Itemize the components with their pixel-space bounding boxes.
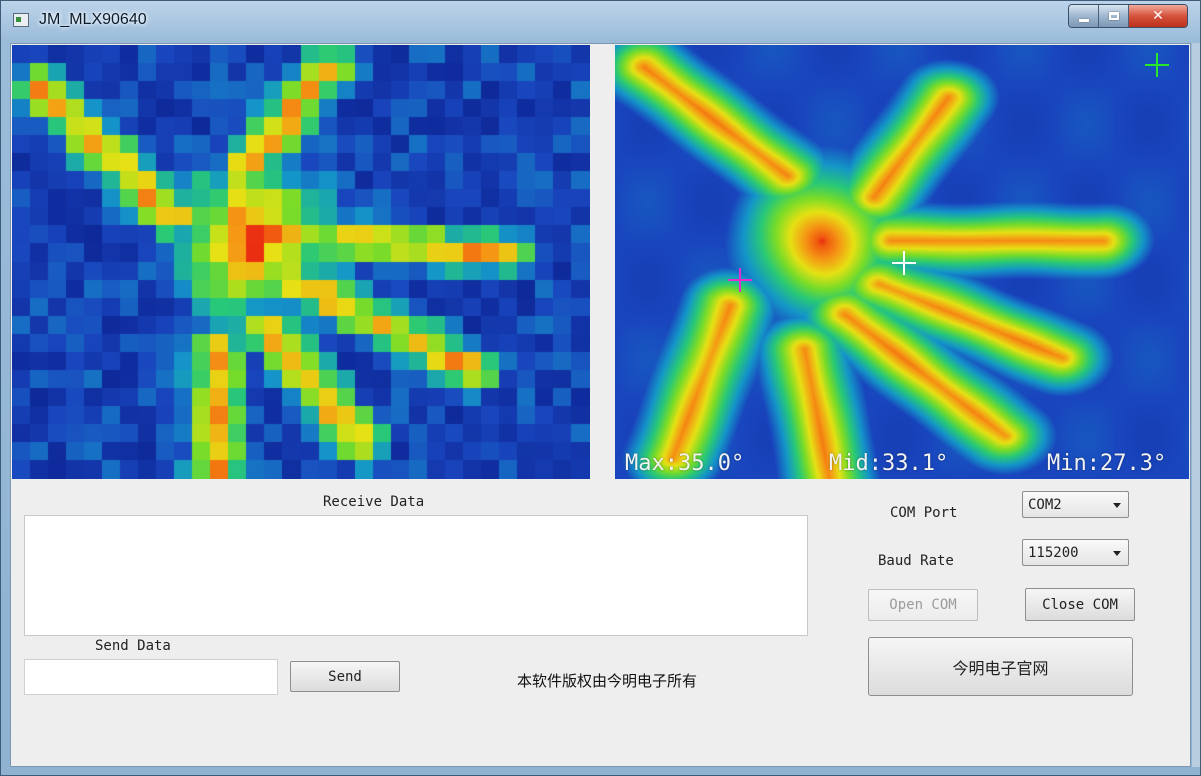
- send-button[interactable]: Send: [290, 661, 400, 692]
- close-com-button[interactable]: Close COM: [1025, 588, 1135, 621]
- mid-temp-label: Mid:33.1°: [829, 451, 949, 476]
- client-area: Max:35.0° Mid:33.1° Min:27.3° Receive Da…: [10, 43, 1191, 767]
- com-port-label: COM Port: [890, 505, 958, 521]
- dropdown-arrow-icon: [1113, 503, 1121, 508]
- copyright-text: 本软件版权由今明电子所有: [517, 672, 698, 690]
- title-bar[interactable]: JM_MLX90640 ✕: [1, 1, 1200, 41]
- baud-rate-label: Baud Rate: [878, 553, 954, 569]
- com-port-select[interactable]: COM2: [1022, 491, 1129, 518]
- baud-rate-value: 115200: [1028, 544, 1079, 561]
- receive-data-label: Receive Data: [323, 494, 425, 510]
- caption-buttons: ✕: [1068, 4, 1188, 28]
- min-temp-label: Min:27.3°: [1047, 451, 1167, 476]
- interpolated-thermal-view: Max:35.0° Mid:33.1° Min:27.3°: [615, 45, 1189, 479]
- send-data-label: Send Data: [95, 638, 171, 654]
- send-data-input[interactable]: [24, 659, 278, 695]
- window-title: JM_MLX90640: [39, 11, 147, 28]
- maximize-button[interactable]: [1099, 5, 1129, 27]
- close-button[interactable]: ✕: [1129, 5, 1187, 27]
- raw-thermal-heatmap: [12, 45, 590, 479]
- baud-rate-select[interactable]: 115200: [1022, 539, 1129, 566]
- maximize-icon: [1108, 12, 1119, 20]
- minimize-button[interactable]: [1069, 5, 1099, 27]
- com-port-value: COM2: [1028, 496, 1062, 513]
- open-com-button[interactable]: Open COM: [868, 589, 978, 621]
- raw-thermal-pixel-view: [12, 45, 590, 479]
- website-button[interactable]: 今明电子官网: [868, 637, 1133, 696]
- max-temp-label: Max:35.0°: [625, 451, 745, 476]
- dropdown-arrow-icon: [1113, 551, 1121, 556]
- close-icon: ✕: [1152, 8, 1164, 24]
- minimize-icon: [1078, 18, 1089, 22]
- window-edge: [1192, 43, 1200, 767]
- app-icon: [13, 13, 29, 27]
- receive-data-textarea[interactable]: [24, 515, 808, 636]
- interpolated-thermal-heatmap: [615, 45, 1189, 479]
